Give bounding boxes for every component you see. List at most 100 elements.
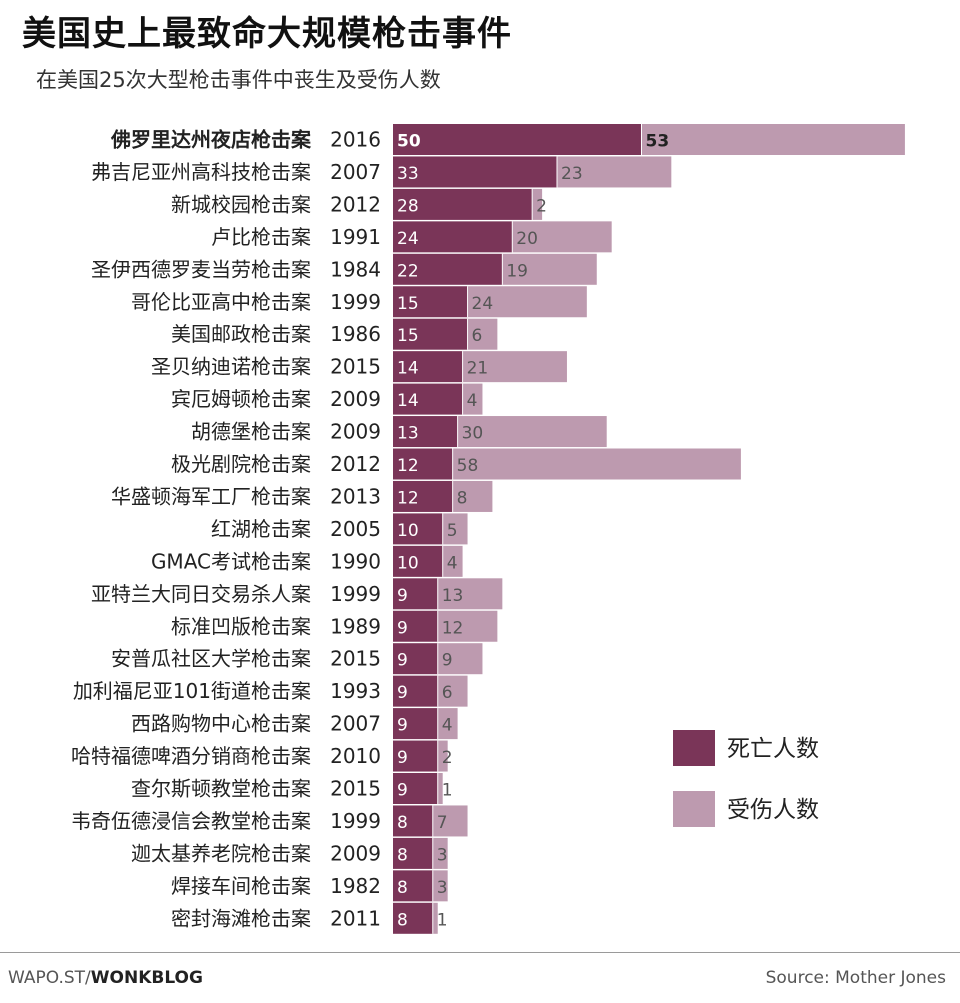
year-label: 1984 [330, 257, 381, 281]
deaths-bar [393, 643, 438, 675]
injuries-value-label: 6 [472, 326, 483, 346]
year-label: 2009 [330, 387, 381, 411]
deaths-value-label: 12 [397, 456, 419, 476]
deaths-value-label: 50 [397, 132, 421, 152]
year-label: 1999 [330, 290, 381, 314]
injuries-value-label: 24 [472, 294, 494, 314]
injuries-bar [452, 448, 741, 480]
deaths-bar [393, 902, 433, 934]
deaths-bar [393, 480, 453, 512]
deaths-bar [393, 221, 513, 253]
injuries-value-label: 53 [646, 132, 670, 152]
deaths-bar [393, 124, 642, 155]
deaths-value-label: 33 [397, 164, 419, 184]
category-label: 亚特兰大同日交易杀人案 [91, 582, 311, 606]
year-label: 2007 [330, 160, 381, 184]
injuries-value-label: 20 [516, 229, 538, 249]
category-label: GMAC考试枪击案 [151, 549, 311, 573]
deaths-value-label: 13 [397, 424, 419, 444]
injuries-bar [432, 805, 468, 837]
deaths-value-label: 28 [397, 196, 419, 216]
deaths-bar [393, 675, 438, 707]
deaths-value-label: 10 [397, 521, 419, 541]
deaths-value-label: 9 [397, 586, 408, 606]
category-label: 安普瓜社区大学枪击案 [111, 647, 311, 671]
category-label: 卢比枪击案 [211, 225, 311, 249]
injuries-value-label: 12 [442, 618, 464, 638]
year-label: 2009 [330, 420, 381, 444]
injuries-bar [502, 253, 597, 285]
injuries-value-label: 58 [457, 456, 479, 476]
year-label: 2007 [330, 712, 381, 736]
deaths-value-label: 8 [397, 878, 408, 898]
year-label: 1999 [330, 582, 381, 606]
injuries-bar [457, 416, 607, 448]
category-label: 查尔斯顿教堂枪击案 [131, 777, 311, 801]
deaths-value-label: 22 [397, 261, 419, 281]
injuries-value-label: 3 [437, 845, 448, 865]
injuries-bar [512, 221, 612, 253]
year-label: 1991 [330, 225, 381, 249]
injuries-value-label: 4 [467, 391, 478, 411]
year-label: 2016 [330, 128, 381, 152]
deaths-bar [393, 610, 438, 642]
year-label: 2013 [330, 484, 381, 508]
deaths-value-label: 24 [397, 229, 419, 249]
year-label: 2015 [330, 647, 381, 671]
year-label: 2012 [330, 452, 381, 476]
deaths-bar [393, 578, 438, 610]
year-label: 1982 [330, 874, 381, 898]
source-credit: Source: Mother Jones [765, 968, 946, 988]
category-label: 哈特福德啤酒分销商枪击案 [71, 744, 311, 768]
category-label: 极光剧院枪击案 [171, 452, 311, 476]
year-label: 2009 [330, 841, 381, 865]
chart-subtitle: 在美国25次大型枪击事件中丧生及受伤人数 [36, 68, 441, 92]
injuries-bar [442, 513, 468, 545]
year-label: 1993 [330, 679, 381, 703]
injuries-value-label: 1 [437, 910, 448, 930]
deaths-value-label: 14 [397, 391, 419, 411]
year-label: 2015 [330, 777, 381, 801]
category-label: 圣伊西德罗麦当劳枪击案 [91, 257, 311, 281]
injuries-value-label: 7 [437, 813, 448, 833]
deaths-bar [393, 383, 463, 415]
deaths-value-label: 9 [397, 651, 408, 671]
injuries-bar [452, 480, 493, 512]
legend-deaths-label: 死亡人数 [727, 736, 819, 762]
deaths-bar [393, 545, 443, 577]
year-label: 2012 [330, 192, 381, 216]
category-label: 华盛顿海军工厂枪击案 [111, 484, 311, 508]
year-label: 1989 [330, 614, 381, 638]
injuries-value-label: 3 [437, 878, 448, 898]
injuries-bar [437, 708, 458, 740]
injuries-bar [437, 675, 468, 707]
deaths-bar [393, 286, 468, 318]
deaths-bar [393, 740, 438, 772]
injuries-value-label: 2 [442, 748, 453, 768]
year-label: 2015 [330, 355, 381, 379]
category-label: 胡德堡枪击案 [191, 420, 311, 444]
legend-injuries-swatch [673, 791, 715, 827]
injuries-bar [442, 545, 463, 577]
chart-title: 美国史上最致命大规模枪击事件 [22, 14, 512, 54]
year-label: 1990 [330, 549, 381, 573]
injuries-bar [532, 188, 543, 220]
brand-prefix: WAPO.ST/ [8, 968, 91, 988]
injuries-value-label: 8 [457, 488, 468, 508]
injuries-bar [641, 124, 905, 155]
brand-name: WONKBLOG [90, 968, 203, 988]
deaths-value-label: 9 [397, 618, 408, 638]
injuries-bar [557, 156, 672, 188]
injuries-value-label: 5 [447, 521, 458, 541]
injuries-bar [437, 740, 448, 772]
year-label: 1986 [330, 322, 381, 346]
injuries-value-label: 23 [561, 164, 583, 184]
deaths-value-label: 9 [397, 748, 408, 768]
deaths-bar [393, 156, 558, 188]
deaths-value-label: 8 [397, 910, 408, 930]
category-label: 宾厄姆顿枪击案 [171, 387, 311, 411]
injuries-bar [432, 837, 448, 869]
injuries-bar [437, 578, 503, 610]
deaths-value-label: 9 [397, 781, 408, 801]
deaths-bar [393, 318, 468, 350]
